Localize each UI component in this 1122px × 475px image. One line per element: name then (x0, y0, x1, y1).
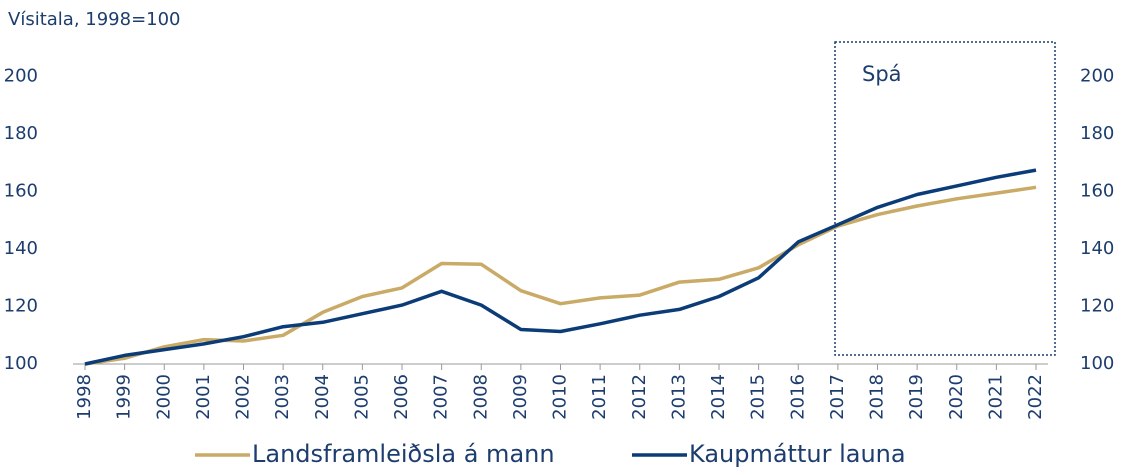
legend-label: Landsframleiðsla á mann (252, 440, 555, 468)
x-tick-label: 2016 (787, 374, 808, 420)
series-line (84, 185, 1037, 366)
x-tick-label: 2020 (946, 374, 967, 420)
x-tick-label: 2013 (668, 374, 689, 420)
x-tick-label: 2006 (391, 374, 412, 420)
forecast-label: Spá (862, 62, 902, 86)
x-tick-label: 2007 (431, 374, 452, 420)
y-tick-label: 100 (4, 353, 38, 374)
x-tick-label: 2003 (272, 374, 293, 420)
y2-tick-label: 180 (1080, 123, 1114, 144)
y2-tick-label: 140 (1080, 238, 1114, 259)
x-tick-label: 1999 (114, 374, 135, 420)
series-line (84, 168, 1037, 366)
y-tick-label: 180 (4, 123, 38, 144)
y2-tick-label: 160 (1080, 181, 1114, 202)
legend-label: Kaupmáttur launa (689, 440, 906, 468)
x-tick-label: 2015 (748, 374, 769, 420)
y2-tick-label: 200 (1080, 66, 1114, 87)
x-tick-label: 2011 (589, 374, 610, 420)
x-tick-label: 2001 (193, 374, 214, 420)
y-tick-label: 120 (4, 296, 38, 317)
x-tick-label: 2000 (153, 374, 174, 420)
y-tick-label: 160 (4, 181, 38, 202)
y2-tick-label: 120 (1080, 296, 1114, 317)
x-tick-label: 2014 (708, 374, 729, 420)
forecast-box (834, 41, 1056, 356)
x-tick-label: 2012 (629, 374, 650, 420)
x-tick-label: 2004 (312, 374, 333, 420)
x-tick-label: 2017 (827, 374, 848, 420)
x-tick-label: 2008 (470, 374, 491, 420)
y-tick-label: 200 (4, 66, 38, 87)
x-tick-label: 2002 (233, 374, 254, 420)
x-tick-label: 2005 (351, 374, 372, 420)
x-tick-label: 2010 (550, 374, 571, 420)
x-tick-label: 2022 (1025, 374, 1046, 420)
x-tick-label: 2009 (510, 374, 531, 420)
x-tick-label: 2018 (867, 374, 888, 420)
x-tick-label: 2019 (906, 374, 927, 420)
y2-tick-label: 100 (1080, 353, 1114, 374)
x-tick-label: 1998 (74, 374, 95, 420)
y-tick-label: 140 (4, 238, 38, 259)
y-axis-title: Vísitala, 1998=100 (8, 9, 181, 30)
x-tick-label: 2021 (985, 374, 1006, 420)
